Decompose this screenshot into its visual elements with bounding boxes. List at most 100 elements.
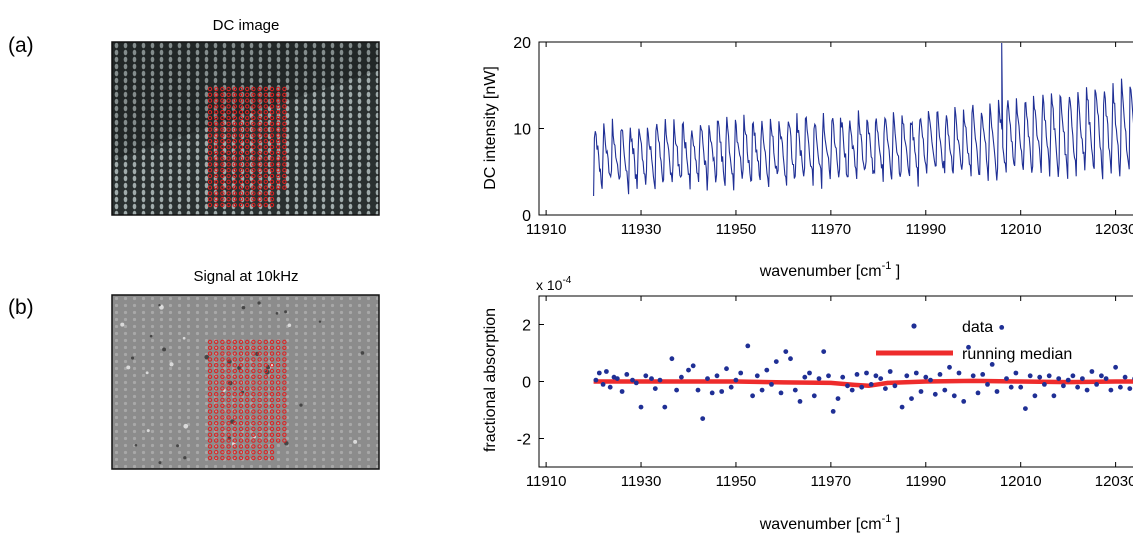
grid-dot — [220, 374, 225, 379]
grid-dot — [214, 363, 219, 368]
grid-dot — [232, 450, 238, 455]
grid-dot — [226, 386, 231, 391]
grid-dot — [282, 144, 287, 150]
grid-dot — [269, 450, 275, 455]
grid-dot — [214, 438, 219, 443]
grid-dot — [207, 144, 213, 150]
grid-dot — [251, 197, 256, 202]
grid-dot — [226, 363, 231, 368]
grid-dot — [226, 409, 231, 414]
grid-dot — [251, 397, 256, 403]
grid-dot — [276, 139, 281, 144]
grid-dot — [257, 156, 262, 161]
grid-dot — [245, 432, 250, 437]
grid-dot — [207, 415, 213, 420]
data-point — [783, 349, 789, 354]
chart-a-xlabel: wavenumber [cm-1 ] — [759, 260, 901, 280]
data-point — [928, 377, 933, 383]
grid-dot — [232, 392, 238, 397]
grid-dot — [251, 415, 256, 420]
grid-dot — [238, 185, 244, 190]
grid-dot — [214, 392, 219, 397]
grid-dot — [207, 438, 213, 443]
grid-dot — [226, 191, 231, 196]
grid-dot — [251, 92, 256, 98]
grid-dot — [276, 127, 281, 132]
grid-dot — [238, 202, 244, 208]
grid-dot — [220, 386, 225, 391]
grid-dot — [245, 438, 250, 443]
grid-dot — [263, 110, 268, 115]
grid-dot — [276, 426, 281, 432]
grid-dot — [257, 438, 262, 443]
grid-dot — [263, 104, 268, 109]
grid-dot — [207, 179, 213, 185]
grid-dot — [245, 110, 250, 115]
grid-dot — [276, 144, 281, 150]
grid-dot — [282, 357, 287, 362]
grid-dot — [282, 345, 287, 350]
data-point — [652, 386, 658, 391]
grid-dot — [220, 191, 225, 196]
grid-dot — [251, 426, 256, 432]
grid-dot — [263, 421, 268, 426]
grid-dot — [276, 104, 281, 109]
dc-image-dot-grid — [207, 86, 287, 208]
grid-dot — [226, 86, 231, 92]
grid-dot — [207, 110, 213, 115]
grid-dot — [238, 444, 244, 449]
grid-dot — [269, 179, 275, 185]
grid-dot — [232, 380, 238, 385]
grid-dot — [263, 386, 268, 391]
grid-dot — [276, 368, 281, 374]
grid-dot — [282, 92, 287, 98]
data-point — [690, 363, 696, 369]
grid-dot — [263, 139, 268, 144]
grid-dot — [220, 121, 225, 127]
grid-dot — [269, 110, 275, 115]
grid-dot — [238, 386, 244, 391]
grid-dot — [263, 432, 268, 437]
grid-dot — [282, 397, 287, 403]
grid-dot — [245, 374, 250, 379]
grid-dot — [269, 150, 275, 156]
grid-dot — [226, 421, 231, 426]
data-point — [633, 380, 639, 386]
data-point — [883, 386, 888, 391]
chart-b-yscale: x 10-4 — [536, 275, 572, 293]
grid-dot — [220, 345, 225, 350]
image-b-title: Signal at 10kHz — [193, 268, 298, 285]
data-point — [1089, 369, 1095, 374]
grid-dot — [251, 139, 256, 144]
grid-dot — [245, 380, 250, 385]
grid-dot — [269, 168, 275, 173]
grid-dot — [207, 426, 213, 432]
grid-dot — [282, 110, 287, 115]
grid-dot — [232, 426, 238, 432]
grid-dot — [251, 368, 256, 374]
data-point — [1037, 374, 1043, 380]
data-point — [887, 369, 893, 374]
grid-dot — [220, 409, 225, 414]
grid-dot — [245, 455, 250, 461]
grid-dot — [276, 432, 281, 437]
grid-dot — [263, 403, 268, 408]
data-point — [705, 376, 710, 381]
grid-dot — [269, 374, 275, 379]
data-point — [904, 373, 910, 379]
grid-dot — [282, 432, 287, 437]
grid-dot — [220, 133, 225, 138]
grid-dot — [269, 432, 275, 437]
grid-dot — [282, 426, 287, 432]
grid-dot — [207, 133, 213, 138]
grid-dot — [214, 455, 219, 461]
grid-dot — [207, 202, 213, 208]
grid-dot — [232, 421, 238, 426]
data-point — [845, 383, 850, 389]
grid-dot — [276, 380, 281, 385]
grid-dot — [263, 363, 268, 368]
grid-dot — [257, 421, 262, 426]
grid-dot — [263, 98, 268, 103]
grid-dot — [214, 202, 219, 208]
